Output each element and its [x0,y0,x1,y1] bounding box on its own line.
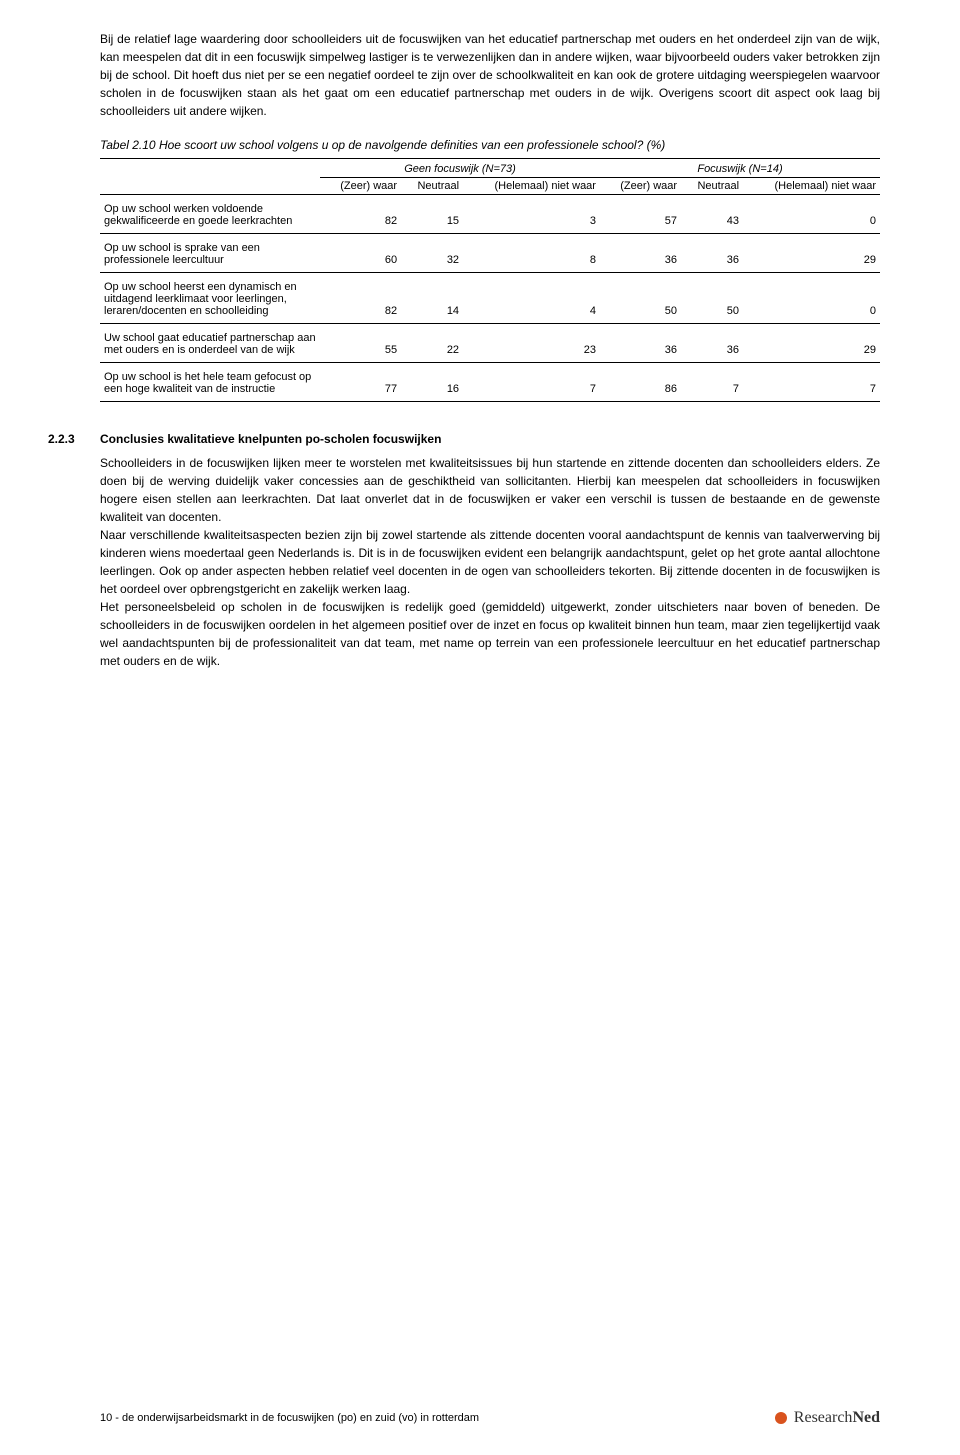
cell: 4 [463,273,600,324]
cell: 82 [320,195,401,234]
intro-paragraph: Bij de relatief lage waardering door sch… [100,30,880,120]
cell: 0 [743,273,880,324]
cell: 16 [401,363,463,402]
table-row: Op uw school is het hele team gefocust o… [100,363,880,402]
cell: 36 [600,234,681,273]
cell: 32 [401,234,463,273]
col-header: (Zeer) waar [320,178,401,195]
cell: 22 [401,324,463,363]
group-header: Geen focuswijk (N=73) [320,159,600,178]
logo-part-b: Ned [852,1409,880,1426]
cell: 77 [320,363,401,402]
cell: 60 [320,234,401,273]
cell: 14 [401,273,463,324]
col-header: (Helemaal) niet waar [743,178,880,195]
col-header: (Helemaal) niet waar [463,178,600,195]
row-label: Op uw school heerst een dynamisch en uit… [100,273,320,324]
table-row: Op uw school werken voldoende gekwalific… [100,195,880,234]
cell: 7 [743,363,880,402]
footer-text: 10 - de onderwijsarbeidsmarkt in de focu… [100,1412,479,1424]
cell: 0 [743,195,880,234]
table-row: Op uw school heerst een dynamisch en uit… [100,273,880,324]
table-row: Op uw school is sprake van een professio… [100,234,880,273]
cell: 3 [463,195,600,234]
cell: 29 [743,234,880,273]
cell: 15 [401,195,463,234]
logo-text: ResearchNed [794,1409,880,1427]
row-label: Uw school gaat educatief partnerschap aa… [100,324,320,363]
table-corner [100,159,320,178]
section-paragraph: Schoolleiders in de focuswijken lijken m… [100,454,880,526]
logo-part-a: Research [794,1409,853,1426]
cell: 29 [743,324,880,363]
row-label: Op uw school werken voldoende gekwalific… [100,195,320,234]
col-header: (Zeer) waar [600,178,681,195]
section-paragraph: Het personeelsbeleid op scholen in de fo… [100,598,880,670]
cell: 7 [681,363,743,402]
logo: ResearchNed [775,1409,880,1427]
cell: 82 [320,273,401,324]
logo-dot-icon [775,1412,787,1424]
section-number: 2.2.3 [48,432,100,446]
cell: 50 [681,273,743,324]
row-label: Op uw school is sprake van een professio… [100,234,320,273]
cell: 50 [600,273,681,324]
col-header: Neutraal [401,178,463,195]
cell: 36 [600,324,681,363]
col-blank [100,178,320,195]
section-title: Conclusies kwalitatieve knelpunten po-sc… [100,432,441,446]
cell: 57 [600,195,681,234]
cell: 86 [600,363,681,402]
cell: 7 [463,363,600,402]
cell: 23 [463,324,600,363]
cell: 55 [320,324,401,363]
cell: 8 [463,234,600,273]
cell: 43 [681,195,743,234]
table-caption: Tabel 2.10 Hoe scoort uw school volgens … [100,138,880,152]
cell: 36 [681,324,743,363]
section-paragraph: Naar verschillende kwaliteitsaspecten be… [100,526,880,598]
table-row: Uw school gaat educatief partnerschap aa… [100,324,880,363]
col-header: Neutraal [681,178,743,195]
group-header: Focuswijk (N=14) [600,159,880,178]
cell: 36 [681,234,743,273]
row-label: Op uw school is het hele team gefocust o… [100,363,320,402]
table-2-10: Geen focuswijk (N=73) Focuswijk (N=14) (… [100,158,880,402]
